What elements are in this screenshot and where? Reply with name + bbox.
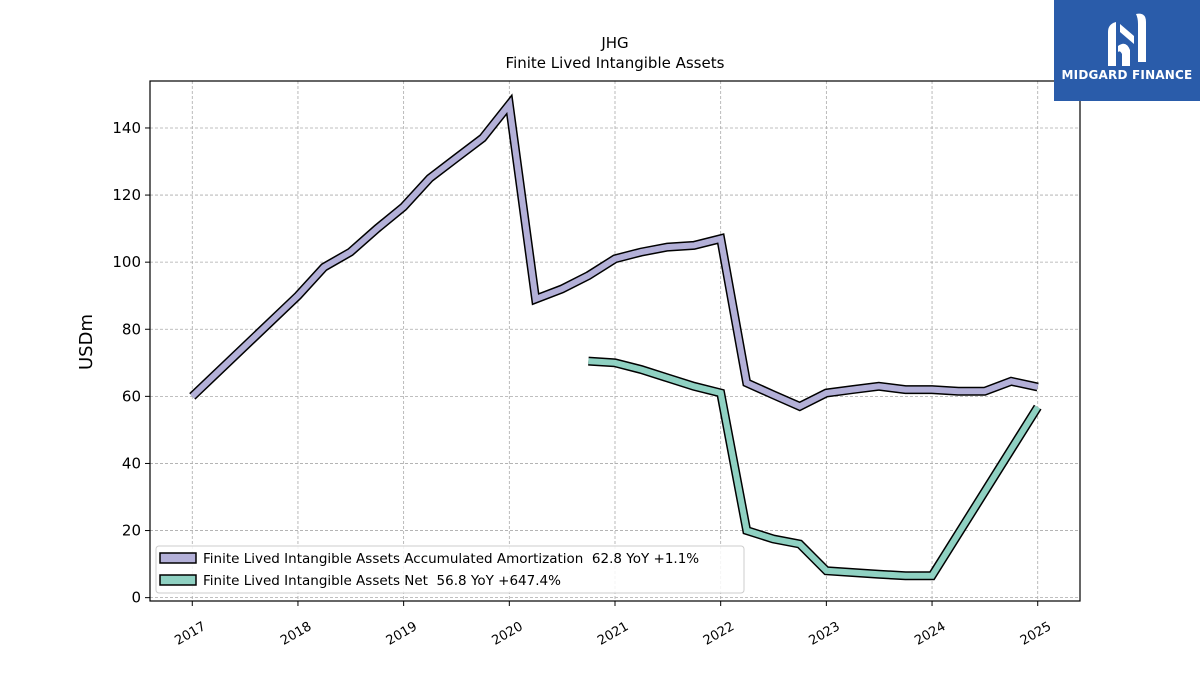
series-lines — [189, 93, 1042, 581]
y-tick-label-0: 0 — [131, 589, 141, 607]
y-tick-label-40: 40 — [122, 454, 141, 472]
y-tick-label-140: 140 — [112, 119, 141, 137]
x-tick-label-2023: 2023 — [807, 619, 843, 649]
x-tick-label-2025: 2025 — [1018, 619, 1054, 649]
x-tick-label-2020: 2020 — [489, 619, 525, 649]
brand-logo: MIDGARD FINANCE — [1054, 0, 1200, 101]
x-tick-label-2019: 2019 — [384, 619, 420, 649]
midgard-logo-icon — [1108, 13, 1146, 66]
x-tick-label-2021: 2021 — [595, 619, 631, 649]
y-tick-label-60: 60 — [122, 387, 141, 405]
chart-subtitle: Finite Lived Intangible Assets — [506, 54, 725, 72]
x-tick-label-2022: 2022 — [701, 619, 737, 649]
plot-frame — [149, 80, 1081, 602]
brand-name: MIDGARD FINANCE — [1061, 68, 1193, 82]
legend-label-amortization: Finite Lived Intangible Assets Accumulat… — [203, 551, 699, 567]
legend-label-net: Finite Lived Intangible Assets Net 56.8 … — [203, 573, 561, 589]
y-tick-label-80: 80 — [122, 320, 141, 338]
x-tick-label-2018: 2018 — [278, 619, 314, 649]
legend-swatch-amortization — [159, 552, 197, 564]
legend-box — [155, 545, 745, 594]
x-tick-label-2017: 2017 — [172, 619, 208, 649]
legend-swatch-net — [159, 574, 197, 586]
y-tick-label-100: 100 — [112, 253, 141, 271]
x-tick-label-2024: 2024 — [912, 619, 948, 649]
y-tick-label-120: 120 — [112, 186, 141, 204]
grid — [150, 81, 1080, 601]
legend: Finite Lived Intangible Assets Accumulat… — [155, 545, 745, 594]
y-axis-label: USDm — [76, 314, 97, 370]
y-tick-label-20: 20 — [122, 522, 141, 540]
series-line-1 — [588, 358, 1041, 579]
series-line-0 — [190, 97, 1039, 410]
chart-title: JHG — [600, 34, 628, 52]
